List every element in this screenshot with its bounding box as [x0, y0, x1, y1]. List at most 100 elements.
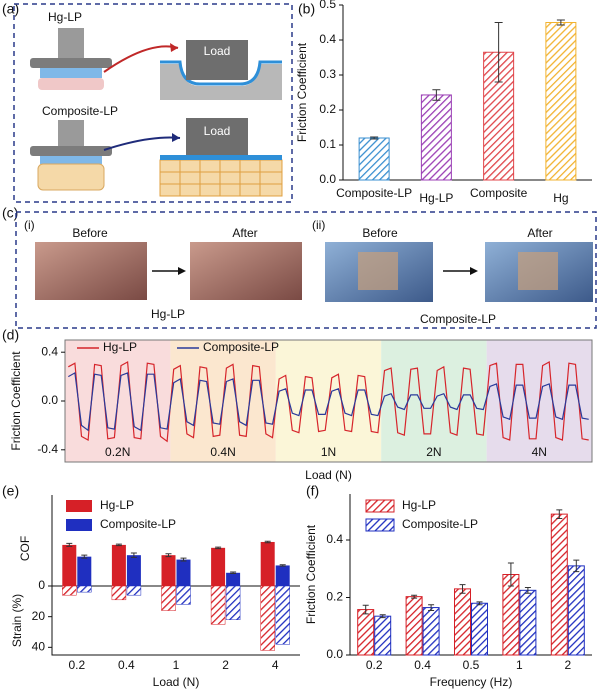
legend-label: Composite-LP	[203, 340, 279, 354]
x-tick-label: 0.4	[414, 658, 431, 672]
region-label: 1N	[321, 445, 336, 459]
bar	[567, 565, 585, 656]
bar	[176, 559, 191, 586]
photo-caption: Composite-LP	[420, 312, 496, 326]
composite-substrate	[37, 163, 105, 191]
error-bar	[556, 19, 565, 26]
press-plate	[30, 146, 112, 156]
bar	[519, 589, 537, 656]
y-tick-label: 0.4	[41, 344, 58, 358]
bar	[226, 572, 241, 586]
legend-swatch	[66, 500, 92, 512]
photo-lattice	[518, 252, 558, 290]
legend-label: Hg-LP	[103, 340, 137, 354]
bar	[275, 565, 290, 586]
bar	[111, 544, 126, 586]
strain-bar	[77, 585, 92, 593]
y-axis-label: Friction Coefficient	[304, 524, 318, 624]
hydrogel	[40, 68, 102, 78]
bar	[161, 555, 176, 586]
photo-label: After	[232, 226, 257, 240]
x-tick-label: 0.4	[118, 658, 135, 672]
panel-label: (b)	[298, 1, 315, 17]
strain-bar	[275, 585, 290, 645]
y-tick-label: 0.0	[41, 393, 58, 407]
arrow	[103, 136, 181, 151]
panel-label: (a)	[2, 1, 19, 17]
panel-label: (c)	[2, 205, 18, 221]
panel-label: (d)	[2, 327, 19, 343]
error-bar	[180, 557, 187, 562]
x-tick-label: 0.2	[366, 658, 383, 672]
error-bar	[432, 89, 441, 101]
schematic-label: Composite-LP	[42, 104, 118, 118]
surface	[160, 64, 282, 100]
y-axis-label: COF	[18, 536, 32, 561]
x-axis-label: Load (N)	[153, 675, 200, 689]
bar	[471, 602, 488, 656]
composite-surface	[159, 159, 283, 197]
photo-lattice	[358, 252, 398, 290]
y-axis-label: Friction Coefficient	[9, 351, 23, 451]
arrowhead	[470, 267, 478, 275]
bar	[126, 555, 141, 586]
bar	[454, 588, 471, 656]
axis	[51, 495, 300, 656]
error-bar	[115, 543, 122, 547]
y-tick-label: -0.4	[37, 442, 58, 456]
error-bar	[524, 586, 531, 594]
strain-bar	[260, 585, 275, 651]
photos: (i) Before After Hg-LP (ii) Before After…	[15, 211, 597, 329]
y-axis-label: Strain (%)	[10, 594, 24, 647]
bar	[422, 607, 440, 656]
panel-label: (f)	[306, 483, 319, 499]
region-label: 2N	[426, 445, 441, 459]
error-bar	[370, 136, 379, 140]
bar	[502, 574, 520, 656]
bar	[420, 94, 452, 181]
error-bar	[459, 584, 466, 594]
x-axis-label: Frequency (Hz)	[430, 675, 513, 689]
error-bar	[230, 571, 237, 575]
press-plate	[30, 58, 112, 68]
error-bar	[130, 552, 137, 558]
y-tick-label: 40	[32, 640, 46, 654]
legend-label: Composite-LP	[100, 517, 176, 531]
bar	[550, 513, 568, 656]
bar	[358, 137, 390, 181]
x-tick-label: 0.2	[68, 658, 85, 672]
y-tick-label: 20	[32, 609, 46, 623]
error-bar	[215, 546, 222, 550]
photo-label: Before	[72, 226, 108, 240]
schematic-label: Hg-LP	[48, 10, 82, 24]
x-tick-label: 0.5	[463, 658, 480, 672]
y-tick-label: 0.5	[319, 0, 336, 11]
error-bar	[556, 509, 563, 519]
region-label: 0.4N	[210, 445, 235, 459]
substrate	[38, 78, 104, 90]
strain-bar	[126, 585, 142, 596]
x-tick-label: 2	[564, 658, 571, 672]
y-tick-label: 0.2	[319, 102, 336, 116]
photo-caption: Hg-LP	[151, 307, 185, 321]
lattice	[160, 160, 282, 196]
x-tick-label: 1	[516, 658, 523, 672]
film	[160, 60, 282, 86]
bar	[77, 556, 92, 586]
error-bar	[362, 604, 369, 615]
y-tick-label: 0	[38, 578, 45, 592]
y-axis-label: Friction Coefficient	[295, 42, 309, 142]
error-bar	[379, 614, 386, 619]
y-tick-label: 0.4	[319, 32, 336, 46]
series-line	[68, 371, 589, 432]
legend-label: Hg-LP	[402, 498, 436, 512]
error-bar	[264, 540, 271, 544]
x-tick-label: 2	[222, 658, 229, 672]
arrowhead	[170, 43, 178, 52]
legend-label: Hg-LP	[100, 498, 134, 512]
strain-bar	[111, 585, 127, 601]
y-tick-label: 0.4	[326, 532, 343, 546]
legend-swatch	[365, 518, 395, 532]
error-bar	[165, 553, 172, 558]
